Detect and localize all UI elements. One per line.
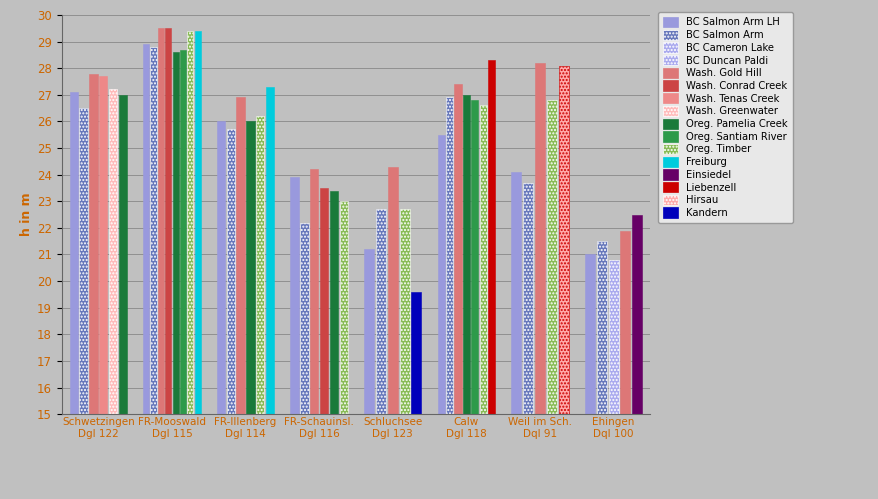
- Bar: [329, 191, 338, 414]
- Bar: [150, 47, 156, 414]
- Bar: [445, 97, 453, 414]
- Bar: [620, 231, 630, 414]
- Bar: [109, 89, 117, 414]
- Bar: [363, 249, 374, 414]
- Bar: [158, 28, 164, 414]
- Bar: [194, 31, 200, 414]
- Y-axis label: h in m: h in m: [19, 193, 32, 237]
- Bar: [511, 172, 521, 414]
- Bar: [411, 292, 421, 414]
- Bar: [631, 215, 642, 414]
- Bar: [236, 97, 245, 414]
- Bar: [143, 44, 149, 414]
- Bar: [437, 135, 444, 414]
- Bar: [172, 52, 178, 414]
- Bar: [227, 129, 234, 414]
- Bar: [608, 260, 618, 414]
- Bar: [99, 76, 107, 414]
- Bar: [463, 95, 470, 414]
- Bar: [246, 121, 255, 414]
- Bar: [300, 223, 308, 414]
- Bar: [399, 209, 409, 414]
- Bar: [479, 105, 486, 414]
- Bar: [310, 169, 318, 414]
- Bar: [187, 31, 193, 414]
- Bar: [535, 63, 544, 414]
- Bar: [454, 84, 461, 414]
- Bar: [290, 177, 299, 414]
- Bar: [180, 49, 186, 414]
- Bar: [266, 87, 274, 414]
- Bar: [119, 95, 127, 414]
- Bar: [522, 183, 533, 414]
- Legend: BC Salmon Arm LH, BC Salmon Arm, BC Cameron Lake, BC Duncan Paldi, Wash. Gold Hi: BC Salmon Arm LH, BC Salmon Arm, BC Came…: [658, 12, 792, 223]
- Bar: [558, 65, 568, 414]
- Bar: [546, 100, 556, 414]
- Bar: [165, 28, 171, 414]
- Bar: [339, 201, 348, 414]
- Bar: [376, 209, 385, 414]
- Bar: [79, 108, 88, 414]
- Bar: [69, 92, 78, 414]
- Bar: [487, 60, 494, 414]
- Bar: [471, 100, 478, 414]
- Bar: [596, 241, 606, 414]
- Bar: [585, 254, 594, 414]
- Bar: [90, 73, 97, 414]
- Bar: [387, 167, 398, 414]
- Bar: [320, 188, 327, 414]
- Bar: [255, 116, 264, 414]
- Bar: [217, 121, 225, 414]
